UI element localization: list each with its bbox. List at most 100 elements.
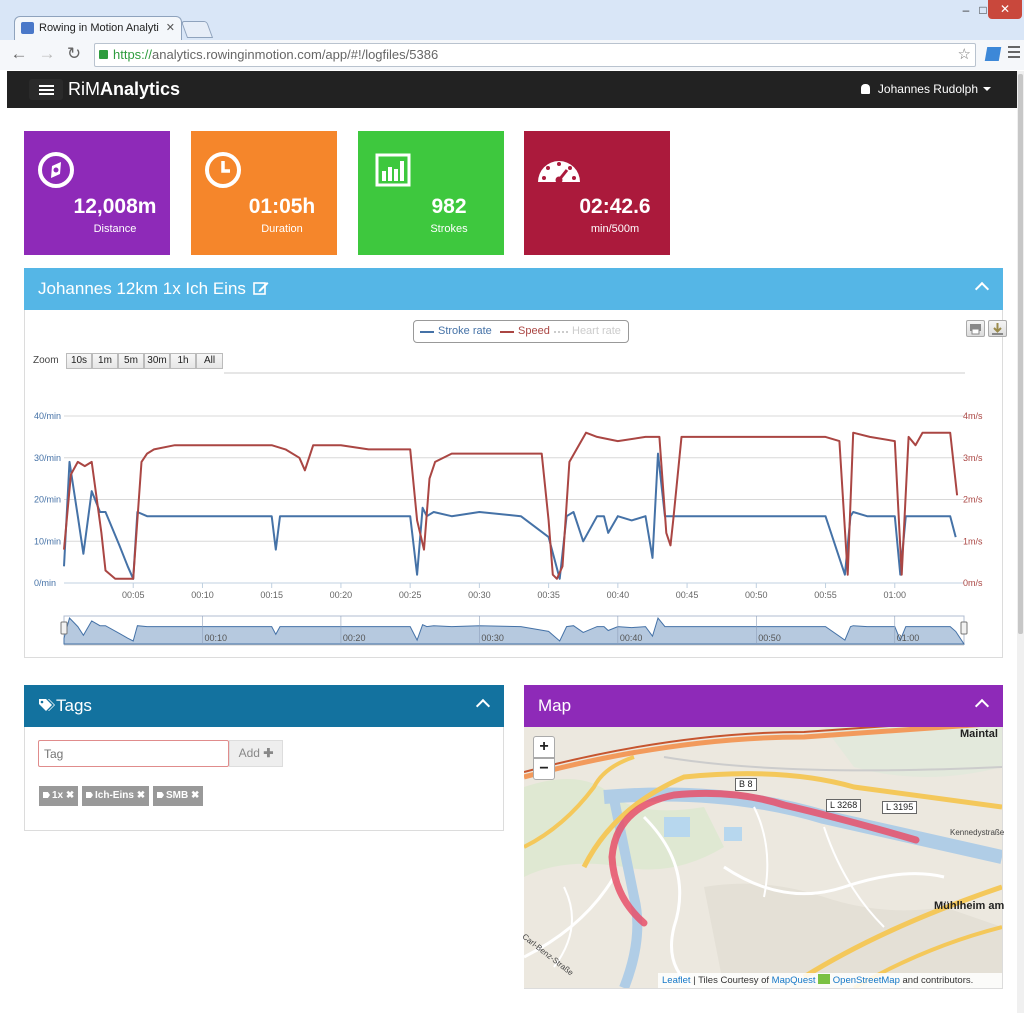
distance-label: Distance (93, 223, 137, 235)
edit-icon[interactable] (252, 281, 269, 295)
tag-input[interactable] (38, 740, 229, 767)
mapquest-link[interactable]: MapQuest (771, 975, 816, 986)
tag-label: 1x (52, 790, 64, 801)
map-attribution: Leaflet | Tiles Courtesy of MapQuest Ope… (658, 973, 1002, 988)
attribution-tail: and contributors. (902, 975, 974, 986)
tags-header[interactable]: Tags (24, 685, 504, 727)
legend-heart-rate-label: Heart rate (572, 325, 621, 337)
route-line[interactable] (608, 789, 920, 927)
url-scheme: https:// (113, 47, 153, 62)
hamburger-menu-button[interactable] (29, 79, 63, 100)
brand-logo[interactable]: RiMAnalytics (68, 79, 180, 100)
compass-icon (38, 152, 74, 188)
browser-menu-icon[interactable] (1008, 46, 1020, 60)
zoom-10s-button[interactable]: 10s (66, 353, 92, 369)
x-tick-label: 00:10 (191, 590, 214, 600)
legend-speed-label: Speed (518, 325, 550, 337)
distance-value: 12,008m (73, 195, 157, 218)
navigator-tick-label: 00:20 (343, 633, 366, 643)
x-tick-label: 00:40 (607, 590, 630, 600)
leaflet-link[interactable]: Leaflet (662, 975, 691, 986)
new-tab-button[interactable] (180, 21, 214, 38)
street-label: Kennedystraße (950, 828, 1005, 837)
zoom-30m-button[interactable]: 30m (144, 353, 170, 369)
map-zoom-in-button[interactable]: + (533, 736, 555, 758)
map-tiles[interactable] (524, 727, 1002, 988)
browser-tab[interactable]: Rowing in Motion Analyti ✕ (14, 16, 182, 40)
window-maximize-button[interactable]: □ (979, 3, 987, 17)
bar-chart-icon (375, 153, 411, 187)
map-view[interactable] (524, 727, 1002, 988)
tag-label: SMB (166, 790, 189, 801)
user-menu[interactable]: Johannes Rudolph (860, 82, 991, 96)
tag-icon (86, 792, 93, 798)
reload-icon[interactable]: ↻ (66, 44, 82, 63)
remove-tag-icon[interactable]: ✖ (65, 790, 75, 801)
lock-icon (99, 50, 108, 59)
window-minimize-button[interactable]: – (962, 3, 970, 17)
speedometer-icon (538, 161, 580, 184)
road-label: L 3268 (826, 799, 862, 812)
y-left-tick-label: 20/min (34, 495, 61, 505)
session-chart[interactable]: 0/min 10/min 20/min 30/min 40/min 0m/s 1m/s 2m/… (24, 368, 1003, 648)
back-icon[interactable]: ← (10, 44, 28, 63)
attribution-text: | Tiles Courtesy of (693, 975, 770, 986)
user-name: Johannes Rudolph (877, 82, 978, 96)
window-close-button[interactable]: ✕ (988, 0, 1022, 19)
download-chart-button[interactable] (988, 320, 1007, 337)
y-right-tick-label: 0m/s (963, 578, 983, 588)
x-tick-label: 00:15 (260, 590, 283, 600)
navigator-tick-label: 00:10 (204, 633, 227, 643)
strokes-tile: 982 Strokes (358, 131, 504, 255)
download-icon (992, 323, 1003, 335)
map-header[interactable]: Map (524, 685, 1003, 727)
y-right-tick-label: 2m/s (963, 495, 983, 505)
y-left-tick-label: 0/min (34, 578, 56, 588)
collapse-icon[interactable] (974, 281, 990, 297)
road-label: L 3195 (882, 801, 918, 814)
zoom-5m-button[interactable]: 5m (118, 353, 144, 369)
app-navbar: RiMAnalytics Johannes Rudolph (7, 71, 1017, 108)
clock-icon (205, 152, 241, 188)
navigator-tick-label: 01:00 (897, 633, 920, 643)
navigator-tick-label: 00:40 (620, 633, 643, 643)
brand-light: RiM (68, 79, 100, 99)
tag-chip[interactable]: 1x ✖ (39, 786, 79, 806)
zoom-1m-button[interactable]: 1m (92, 353, 118, 369)
tag-icon (157, 792, 164, 798)
forward-icon[interactable]: → (38, 44, 56, 63)
brand-bold: Analytics (100, 79, 181, 99)
x-tick-label: 00:50 (745, 590, 768, 600)
legend-stroke-rate-label: Stroke rate (438, 325, 492, 337)
chart-legend: Stroke rate Speed Heart rate (413, 320, 629, 343)
print-chart-button[interactable] (966, 320, 985, 337)
zoom-1h-button[interactable]: 1h (170, 353, 196, 369)
collapse-icon[interactable] (475, 698, 491, 714)
session-header[interactable]: Johannes 12km 1x Ich Eins (24, 268, 1003, 310)
x-tick-label: 00:35 (537, 590, 560, 600)
zoom-all-button[interactable]: All (196, 353, 223, 369)
remove-tag-icon[interactable]: ✖ (191, 790, 200, 801)
caret-down-icon (983, 87, 991, 91)
plus-icon: ✚ (263, 746, 274, 760)
scrollbar-thumb[interactable] (1018, 74, 1023, 634)
map-zoom-out-button[interactable]: − (533, 758, 555, 780)
town-label: Maintal (960, 728, 998, 740)
remove-tag-icon[interactable]: ✖ (136, 790, 146, 801)
tag-chip[interactable]: SMB ✖ (153, 786, 204, 806)
tag-chip[interactable]: Ich-Eins ✖ (82, 786, 150, 806)
collapse-icon[interactable] (974, 698, 990, 714)
x-tick-label: 00:05 (122, 590, 145, 600)
url-text: analytics.rowinginmotion.com/app/#!/logf… (152, 47, 439, 62)
pace-value: 02:42.6 (579, 195, 651, 218)
address-bar[interactable]: https://analytics.rowinginmotion.com/app… (94, 43, 976, 67)
tab-close-icon[interactable]: ✕ (165, 22, 175, 34)
zoom-label: Zoom (33, 355, 59, 366)
add-tag-button[interactable]: Add ✚ (229, 740, 283, 767)
navigator-tick-label: 00:30 (481, 633, 504, 643)
bookmark-star-icon[interactable]: ☆ (957, 46, 971, 63)
x-tick-label: 00:45 (676, 590, 699, 600)
mapquest-icon (818, 974, 831, 984)
osm-link[interactable]: OpenStreetMap (832, 975, 900, 986)
extension-icon[interactable] (984, 47, 1002, 61)
